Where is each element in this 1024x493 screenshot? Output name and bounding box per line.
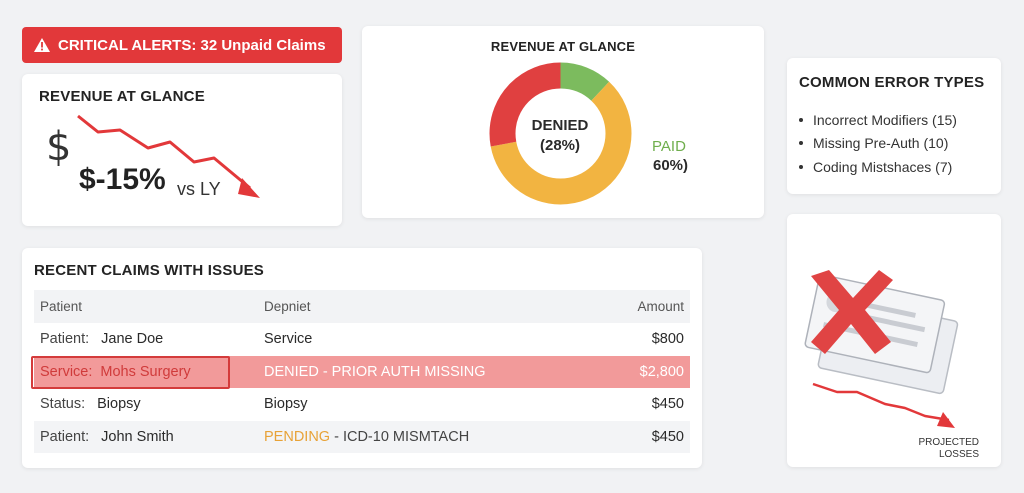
comparison-label: vs LY [177, 179, 221, 199]
projected-losses-label: PROJECTED LOSSES [899, 437, 979, 461]
bullet-icon [799, 164, 803, 169]
row-key-value: Service: Mohs Surgery [40, 364, 191, 380]
downward-trend-arrow-icon [812, 382, 955, 428]
column-header-amount[interactable]: Amount [637, 299, 684, 314]
common-errors-card: COMMON ERROR TYPES Incorrect Modifiers (… [787, 58, 1001, 194]
donut-slice-paid[interactable] [489, 62, 632, 205]
alert-text: CRITICAL ALERTS: 32 Unpaid Claims [58, 36, 326, 54]
row-detail: Service [264, 331, 313, 348]
row-key: Patient: [40, 428, 90, 445]
highlight-box [31, 355, 230, 389]
row-amount: $2,800 [639, 363, 684, 380]
projected-losses-illustration [804, 270, 959, 428]
row-key: Patient: [40, 331, 90, 348]
denied-claim-form-icon [804, 270, 959, 395]
row-amount: $800 [651, 331, 684, 348]
table-header-row: Patient Depniet Amount [34, 290, 690, 323]
pending-status: PENDING [264, 428, 331, 445]
donut-slice-denied[interactable] [489, 62, 632, 205]
row-key-value: Status: Biopsy [40, 396, 141, 412]
critical-alert-banner[interactable]: CRITICAL ALERTS: 32 Unpaid Claims [22, 27, 342, 63]
row-amount: $450 [651, 396, 684, 413]
downward-trend-arrow-icon [77, 114, 260, 198]
revenue-donut-card: REVENUE AT GLANCE DENIED (28%) PAID 60%) [362, 26, 764, 218]
pending-reason: - ICD-10 MISMTACH [330, 428, 470, 445]
list-item: Missing Pre-Auth (10) [799, 132, 957, 156]
row-key: Service: [40, 363, 93, 380]
row-value: John Smith [101, 428, 174, 445]
error-item-label: Missing Pre-Auth (10) [813, 135, 949, 152]
claims-table: Patient Depniet Amount Patient: Jane Doe … [31, 290, 690, 453]
row-key: Status: [40, 396, 86, 413]
row-value: Mohs Surgery [100, 363, 191, 380]
error-item-label: Coding Mistshaces (7) [813, 158, 953, 175]
list-item: Coding Mistshaces (7) [799, 155, 957, 179]
errors-list: Incorrect Modifiers (15) Missing Pre-Aut… [799, 108, 957, 179]
warning-triangle-icon [34, 38, 50, 52]
claims-card-title: RECENT CLAIMS WITH ISSUES [34, 262, 265, 279]
column-header-depniet[interactable]: Depniet [264, 299, 311, 314]
bullet-icon [799, 141, 803, 146]
table-row[interactable]: Patient: Jane Doe Service $800 [34, 323, 690, 356]
revenue-card-title: REVENUE AT GLANCE [39, 88, 205, 105]
column-header-patient[interactable]: Patient [40, 299, 83, 314]
revenue-donut-chart[interactable] [488, 61, 633, 206]
row-detail: Biopsy [264, 396, 308, 413]
revenue-glance-card: REVENUE AT GLANCE $ $-15% vs LY [22, 74, 342, 226]
denied-value: (28%) [539, 137, 580, 154]
row-key-value: Patient: John Smith [40, 429, 174, 445]
row-amount: $450 [651, 428, 684, 445]
loss-label-line1: PROJECTED [918, 437, 979, 448]
paid-value: 60%) [653, 157, 689, 174]
errors-card-title: COMMON ERROR TYPES [799, 74, 985, 91]
denied-label: DENIED [531, 117, 589, 134]
bullet-icon [799, 117, 803, 122]
row-key-value: Patient: Jane Doe [40, 331, 163, 347]
projected-losses-card: PROJECTED LOSSES [787, 214, 1001, 467]
donut-card-title: REVENUE AT GLANCE [490, 39, 636, 54]
dollar-icon: $ [46, 124, 72, 170]
table-row[interactable]: Status: Biopsy Biopsy $450 [34, 388, 690, 421]
loss-label-line2: LOSSES [938, 449, 979, 460]
table-row[interactable]: Patient: John Smith PENDING - ICD-10 MISM… [34, 420, 690, 453]
donut-center-label: DENIED (28%) [505, 116, 615, 156]
row-detail: PENDING - ICD-10 MISMTACH [264, 429, 469, 445]
list-item: Incorrect Modifiers (15) [799, 108, 957, 132]
table-row-denied[interactable]: Service: Mohs Surgery DENIED - PRIOR AUTH… [31, 355, 690, 389]
error-item-label: Incorrect Modifiers (15) [813, 111, 957, 128]
paid-label: PAID [652, 138, 686, 155]
recent-claims-card: RECENT CLAIMS WITH ISSUES Patient Depnie… [22, 248, 702, 468]
row-value: Biopsy [97, 396, 141, 413]
row-detail: DENIED - PRIOR AUTH MISSING [264, 363, 486, 380]
revenue-change-value: $-15% [79, 163, 166, 196]
row-value: Jane Doe [101, 331, 164, 348]
